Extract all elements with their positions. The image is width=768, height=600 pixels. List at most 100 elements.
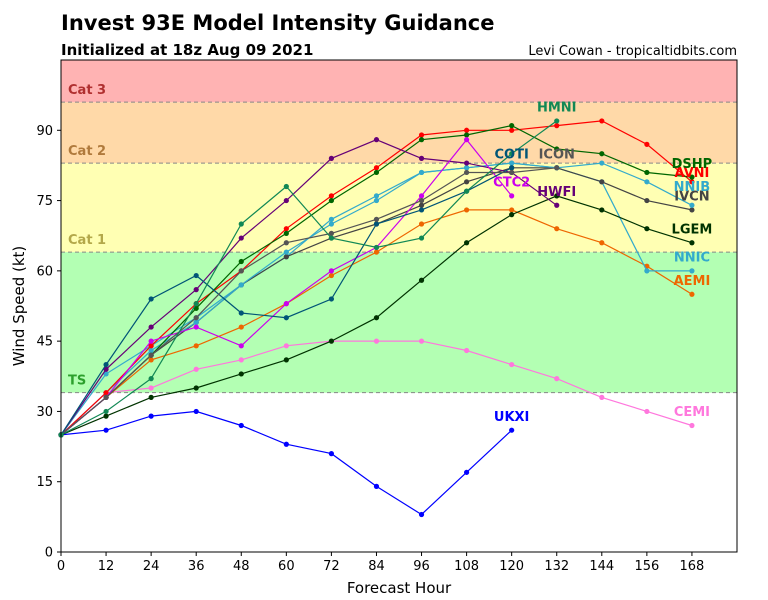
point-aemi — [464, 207, 470, 213]
point-hmni — [464, 188, 470, 194]
point-hwfi — [103, 366, 109, 372]
series-label-hmni: HMNI — [537, 101, 577, 116]
point-cemi — [644, 408, 650, 415]
point-ctc2 — [464, 137, 470, 143]
point-avni — [509, 127, 515, 133]
point-coti — [509, 165, 515, 171]
point-hwfi — [464, 160, 470, 166]
chart-credit: Levi Cowan - tropicaltidbits.com — [528, 44, 737, 59]
point-hwfi — [418, 155, 425, 161]
intensity-bands: TS Cat 1 Cat 2 Cat 3 — [61, 60, 737, 552]
x-tick-label: 144 — [589, 559, 614, 574]
y-tick-label: 60 — [36, 264, 53, 279]
y-tick-label: 15 — [36, 475, 53, 490]
point-hmni — [509, 151, 515, 157]
point-ukxi — [283, 441, 289, 447]
point-ukxi — [328, 451, 334, 457]
point-hwfi — [328, 155, 334, 161]
point-lgem — [418, 277, 425, 283]
point-cemi — [283, 343, 289, 349]
point-dshp — [554, 146, 560, 152]
point-icon — [554, 165, 560, 171]
point-ctc2 — [238, 343, 244, 349]
point-cemi — [689, 422, 695, 429]
point-hmni — [418, 235, 425, 241]
point-lgem — [509, 212, 515, 218]
point-avni — [689, 179, 695, 185]
point-lgem — [148, 394, 154, 400]
point-aemi — [689, 291, 695, 297]
point-dshp — [283, 230, 289, 236]
point-lgem — [373, 315, 380, 321]
series-label-ivcn: IVCN — [674, 190, 709, 205]
point-cemi — [418, 338, 425, 344]
point-hmni — [554, 118, 560, 124]
axes: 0 12 24 36 48 60 72 84 96 108 120 132 144 156 168 0 15 30… — [36, 59, 738, 574]
chart-title: Invest 93E Model Intensity Guidance — [61, 11, 495, 35]
point-hmni — [238, 221, 244, 227]
point-lgem — [689, 240, 695, 246]
point-nnib — [509, 160, 515, 166]
x-tick-label: 156 — [634, 559, 659, 574]
point-ukxi — [148, 413, 154, 419]
x-tick-label: 168 — [680, 559, 705, 574]
series-label-cemi: CEMI — [674, 405, 710, 420]
x-tick-label: 84 — [368, 559, 385, 574]
point-ivcn — [464, 179, 470, 185]
point-cemi — [148, 385, 154, 391]
series-label-lgem: LGEM — [672, 222, 713, 237]
point-nnib — [644, 179, 650, 185]
point-nnib — [238, 282, 244, 288]
point-avni — [554, 123, 560, 129]
series-label-coti: COTI — [495, 147, 529, 162]
point-aemi — [238, 324, 244, 330]
band-0 — [61, 392, 737, 552]
point-hwfi — [148, 324, 154, 330]
point-nnib — [283, 249, 289, 255]
point-hwfi — [283, 197, 289, 204]
point-ctc2 — [283, 301, 289, 307]
x-tick-label: 132 — [544, 559, 569, 574]
x-tick-label: 96 — [413, 559, 430, 574]
band-label: Cat 3 — [68, 83, 106, 98]
point-ivcn — [418, 202, 425, 208]
point-lgem — [193, 385, 199, 391]
series-label-aemi: AEMI — [674, 274, 711, 289]
point-avni — [103, 390, 109, 396]
point-coti — [373, 221, 380, 227]
x-tick-label: 120 — [499, 559, 524, 574]
point-dshp — [193, 305, 199, 311]
point-ukxi — [193, 408, 199, 415]
point-nnib — [373, 197, 380, 204]
point-lgem — [238, 371, 244, 377]
point-nnib — [418, 169, 425, 176]
point-hmni — [283, 183, 289, 190]
series-label-nnic: NNIC — [674, 250, 710, 265]
point-ctc2 — [328, 268, 334, 274]
point-dshp — [644, 169, 650, 176]
point-icon — [464, 169, 470, 176]
point-dshp — [328, 197, 334, 204]
point-hmni — [103, 408, 109, 415]
point-icon — [148, 352, 154, 358]
point-ukxi — [103, 427, 109, 433]
point-cemi — [193, 366, 199, 372]
series-line-hwfi — [60, 139, 558, 436]
series-label-ctc2: CTC2 — [493, 176, 530, 191]
point-ukxi — [464, 469, 470, 475]
band-label: TS — [68, 374, 86, 389]
point-cemi — [238, 357, 244, 363]
point-aemi — [148, 357, 154, 363]
point-ukxi — [418, 511, 425, 518]
point-avni — [148, 343, 154, 349]
point-hwfi — [238, 235, 244, 241]
point-coti — [238, 310, 244, 316]
point-ivcn — [283, 254, 289, 260]
series-nnib — [58, 160, 695, 438]
point-nnic — [689, 268, 695, 274]
point-icon — [373, 216, 380, 222]
x-tick-label: 24 — [143, 559, 160, 574]
point-aemi — [509, 207, 515, 213]
